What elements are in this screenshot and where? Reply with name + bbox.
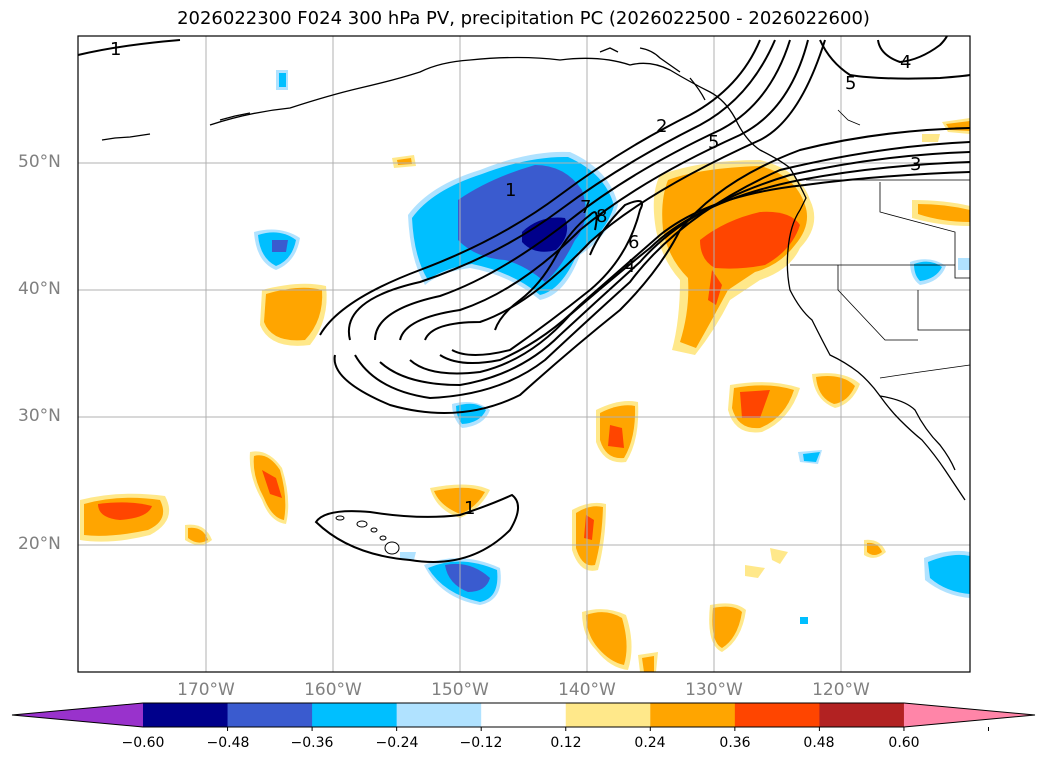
- colorbar-tick: −0.48: [206, 735, 250, 751]
- lon-label: 170°W: [177, 680, 235, 700]
- coastlines: [101, 47, 966, 501]
- colorbar-tick: −0.24: [375, 735, 419, 751]
- pv-contours: [77, 35, 971, 563]
- colorbar-tick: −0.60: [121, 735, 165, 751]
- colorbar-tick: −0.12: [459, 735, 503, 751]
- map-panel: 1 2 5 7 8 6 4 5 4 3 1 1: [77, 35, 971, 673]
- contour-label: 8: [596, 206, 607, 227]
- colorbar-segment: [143, 703, 229, 727]
- colorbar-segment: [396, 703, 482, 727]
- contour-label: 1: [464, 498, 475, 519]
- colorbar-segment: [312, 703, 398, 727]
- lat-label: 30°N: [18, 406, 61, 426]
- colorbar-tick: −0.36: [290, 735, 334, 751]
- contour-label: 6: [628, 232, 639, 253]
- contour-label: 5: [708, 132, 719, 153]
- lon-label: 120°W: [812, 680, 870, 700]
- political-borders: [790, 109, 971, 379]
- colorbar-outline: [11, 702, 1036, 728]
- contour-label: 4: [900, 52, 911, 73]
- lat-label: 20°N: [18, 534, 61, 554]
- colorbar-segment: [734, 703, 820, 727]
- contour-label: 1: [505, 180, 516, 201]
- contour-label: 1: [110, 39, 121, 60]
- colorbar-tick: 0.24: [634, 735, 666, 751]
- contour-label: 2: [656, 116, 667, 137]
- lon-label: 160°W: [304, 680, 362, 700]
- map-title: 2026022300 F024 300 hPa PV, precipitatio…: [177, 8, 870, 29]
- contour-label: 5: [845, 73, 856, 94]
- lon-label: 140°W: [558, 680, 616, 700]
- contour-labels: 1 2 5 7 8 6 4 5 4 3 1 1: [110, 39, 921, 519]
- contour-label: 7: [580, 197, 591, 218]
- lat-label: 50°N: [18, 152, 61, 172]
- contour-label: 3: [910, 154, 921, 175]
- contour-label: 4: [624, 256, 635, 277]
- lat-label: 40°N: [18, 279, 61, 299]
- map-frame: [77, 35, 971, 673]
- colorbar-tick: 0.36: [719, 735, 751, 751]
- colorbar-tick: 0.48: [803, 735, 835, 751]
- colorbar-segment: [565, 703, 651, 727]
- colorbar-tick: 0.60: [888, 735, 920, 751]
- colorbar-segment: [819, 703, 905, 727]
- hawaiian-islands: [335, 515, 400, 555]
- lon-label: 130°W: [685, 680, 743, 700]
- gridlines: [78, 36, 970, 672]
- precip-positive-regions: [80, 118, 970, 672]
- colorbar-segments: [11, 702, 1036, 731]
- colorbar-extend-high: [903, 703, 1035, 727]
- colorbar-segment: [227, 703, 313, 727]
- colorbar-segment: [650, 703, 736, 727]
- lon-label: 150°W: [431, 680, 489, 700]
- colorbar-tick: 0.12: [550, 735, 582, 751]
- colorbar-segment: [481, 703, 567, 727]
- colorbar-extend-low: [12, 703, 143, 727]
